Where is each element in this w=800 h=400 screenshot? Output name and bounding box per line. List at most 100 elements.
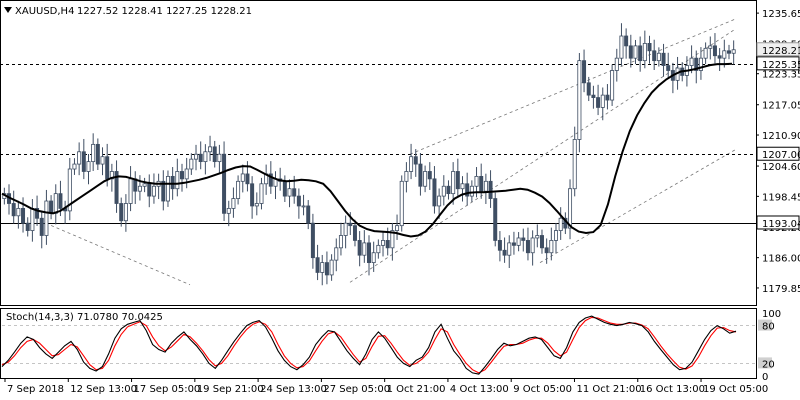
candles bbox=[2, 23, 736, 286]
candle-bear bbox=[446, 185, 451, 195]
candle-bear bbox=[502, 249, 507, 256]
candle-bear bbox=[348, 222, 353, 227]
candle-bear bbox=[652, 50, 657, 62]
candle-bull bbox=[549, 240, 554, 254]
candle-bull bbox=[633, 45, 638, 59]
candle-bear bbox=[694, 57, 699, 71]
candle-bear bbox=[212, 146, 217, 163]
candle-bear bbox=[114, 171, 119, 204]
candle-bear bbox=[493, 198, 498, 241]
candle-bear bbox=[357, 240, 362, 256]
candle-bull bbox=[343, 222, 348, 236]
candle-bull bbox=[137, 185, 142, 192]
candle-bull bbox=[376, 244, 381, 254]
candle-bull bbox=[189, 158, 194, 170]
candle-bear bbox=[58, 193, 63, 209]
candle-bull bbox=[731, 49, 736, 54]
candle-bear bbox=[296, 195, 301, 207]
candle-bear bbox=[539, 235, 544, 249]
level-label: 1193.04 bbox=[762, 219, 800, 230]
candle-bull bbox=[226, 208, 231, 214]
candle-bull bbox=[208, 146, 213, 153]
candle-bear bbox=[310, 222, 315, 259]
candle-bull bbox=[165, 175, 170, 202]
moving-average bbox=[1, 62, 733, 238]
time-tick-label: 16 Oct 13:00 bbox=[640, 384, 705, 395]
candle-bull bbox=[409, 156, 414, 172]
candle-bear bbox=[49, 200, 54, 214]
stochastic-tick-label: 100 bbox=[762, 309, 781, 320]
candle-bull bbox=[577, 60, 582, 140]
stochastic-level-box bbox=[758, 319, 772, 331]
candle-bear bbox=[324, 262, 329, 276]
price-tick-label: 1235.65 bbox=[762, 9, 800, 20]
time-tick-label: 19 Sep 21:00 bbox=[197, 384, 264, 395]
candle-bull bbox=[77, 151, 82, 165]
candle-bear bbox=[105, 156, 110, 180]
candle-bull bbox=[437, 195, 442, 207]
stochastic-signal-line bbox=[1, 316, 737, 374]
candle-bull bbox=[334, 247, 339, 261]
candle-bull bbox=[404, 171, 409, 182]
candle-bull bbox=[236, 180, 241, 199]
candle-bull bbox=[474, 175, 479, 187]
candle-bull bbox=[554, 230, 559, 241]
candle-bear bbox=[479, 175, 484, 192]
candle-bear bbox=[521, 237, 526, 241]
candle-bear bbox=[455, 171, 460, 190]
candle-bear bbox=[21, 208, 26, 224]
candle-bear bbox=[582, 60, 587, 84]
candle-bear bbox=[11, 203, 16, 217]
stochastic-label: Stoch(14,3,3) 71.0780 70.0425 bbox=[6, 312, 163, 323]
candle-bear bbox=[427, 171, 432, 180]
price-tick-label: 1198.45 bbox=[762, 192, 800, 203]
candle-bull bbox=[600, 94, 605, 108]
candle-bull bbox=[399, 180, 404, 227]
chart-header: XAUUSD,H4 1227.52 1228.41 1227.25 1228.2… bbox=[4, 6, 252, 17]
candle-bull bbox=[30, 208, 35, 231]
candle-bull bbox=[142, 183, 147, 187]
candle-bull bbox=[194, 153, 199, 160]
candle-bull bbox=[572, 139, 577, 190]
candle-bear bbox=[119, 203, 124, 222]
candle-bear bbox=[352, 225, 357, 241]
candle-bear bbox=[432, 178, 437, 207]
current-price-box bbox=[756, 42, 800, 57]
candle-bull bbox=[703, 47, 708, 59]
candle-bear bbox=[712, 45, 717, 57]
candle-bear bbox=[268, 173, 273, 187]
candle-bear bbox=[624, 35, 629, 47]
candle-bear bbox=[35, 208, 40, 219]
candle-bear bbox=[465, 183, 470, 197]
candle-bull bbox=[535, 235, 540, 239]
candle-bear bbox=[586, 82, 591, 96]
candle-bear bbox=[292, 188, 297, 197]
candle-bear bbox=[95, 143, 100, 165]
candle-bear bbox=[282, 180, 287, 197]
candle-bear bbox=[250, 183, 255, 207]
candle-bull bbox=[338, 235, 343, 249]
candle-bear bbox=[647, 43, 652, 52]
level-label: 1225.35 bbox=[762, 60, 800, 71]
level-label-box bbox=[756, 215, 800, 230]
time-tick-label: 9 Oct 05:00 bbox=[513, 384, 572, 395]
stochastic-level-box bbox=[758, 357, 772, 369]
candle-bull bbox=[371, 252, 376, 263]
level-label-box bbox=[756, 146, 800, 161]
candle-bull bbox=[72, 163, 77, 170]
candle-bull bbox=[390, 230, 395, 249]
stochastic-lines bbox=[1, 315, 757, 375]
candle-bull bbox=[287, 188, 292, 197]
candle-bear bbox=[605, 94, 610, 101]
channel-line bbox=[409, 18, 737, 155]
collapse-triangle-icon[interactable] bbox=[4, 7, 12, 13]
stochastic-tick-label: 80 bbox=[762, 322, 775, 333]
candle-bear bbox=[544, 247, 549, 254]
moving-average-line bbox=[1, 62, 733, 238]
candle-bear bbox=[222, 153, 227, 214]
candle-bear bbox=[81, 151, 86, 172]
price-tick-label: 1217.05 bbox=[762, 101, 800, 112]
candle-bull bbox=[151, 185, 156, 197]
candle-bear bbox=[628, 45, 633, 59]
